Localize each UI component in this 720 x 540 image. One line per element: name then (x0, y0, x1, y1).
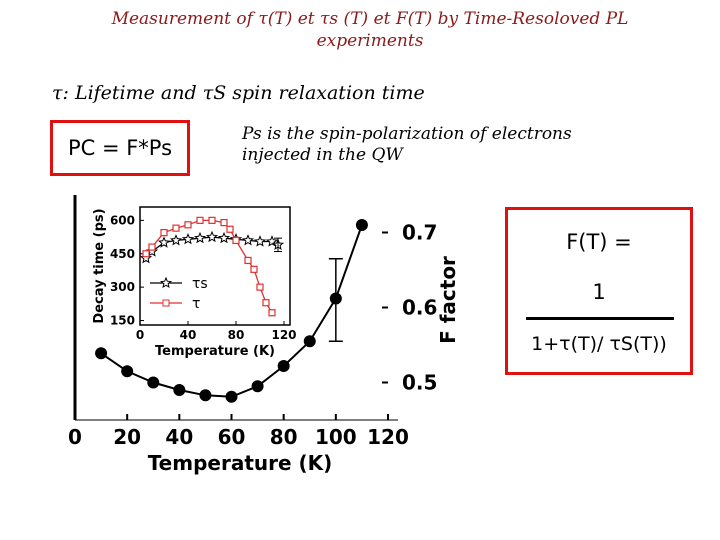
f-formula-box: F(T) = 1 1+τ(T)/ τS(T)) (505, 207, 693, 375)
inset-point-star (217, 231, 231, 244)
inset-point-square (148, 243, 156, 251)
inset-plot: 150 300 450 600 0 40 80 120 Temperature (K) Decay… (92, 206, 297, 359)
f-factor-point (277, 360, 290, 372)
inset-point-star (157, 236, 171, 248)
fraction-bar (526, 317, 674, 320)
f-factor-point (303, 335, 316, 348)
x-tick-label: 80 (270, 425, 298, 449)
inset-point-square (250, 265, 258, 273)
inset-point-square (184, 221, 192, 229)
inset-point-square (208, 216, 216, 224)
f-factor-point (173, 384, 186, 396)
x-tick-label: 0 (68, 425, 82, 449)
x-tick-label: 100 (315, 425, 357, 449)
inset-point-square (268, 309, 276, 317)
legend-marker (162, 299, 170, 307)
x-axis-label: Temperature (K) (148, 451, 333, 475)
x-tick-label: 120 (367, 425, 409, 449)
f-formula-numerator: 1 (592, 280, 606, 304)
f-factor-point (355, 219, 368, 231)
inset-point-square (172, 224, 180, 232)
x-tick-label: 40 (165, 425, 193, 449)
y-tick-label: 0.6 (402, 296, 437, 320)
f-factor-point (147, 376, 160, 389)
x-tick-label: 20 (113, 425, 141, 449)
legend-label: τ (192, 296, 200, 312)
inset-point-square (160, 229, 168, 237)
y-tick-label: 0.7 (402, 221, 437, 245)
f-formula-top: F(T) = (566, 230, 632, 254)
f-factor-point (121, 365, 134, 378)
y-tick-label: 0.5 (402, 371, 437, 395)
f-factor-point (95, 347, 108, 360)
inset-x-tick-label: 0 (136, 328, 144, 342)
y-axis-label: F factor (436, 256, 460, 344)
inset-point-square (220, 218, 228, 227)
inset-x-tick-label: 120 (271, 328, 296, 342)
inset-y-tick-label: 300 (110, 280, 135, 294)
inset-point-square (232, 236, 240, 244)
inset-point-square (244, 256, 252, 265)
main-plot: 0 20 40 60 80 100 120 Temperature (K) 0.5 0.6 0.7 F… (68, 195, 460, 475)
ps-description: Ps is the spin-polarization of electrons… (242, 124, 572, 165)
inset-point-square (196, 216, 204, 224)
pc-formula: PC = F*Ps (67, 136, 173, 160)
inset-point-star (181, 232, 195, 245)
inset-x-tick-label: 40 (180, 328, 197, 342)
slide-title: Measurement of τ(T) et τs (T) et F(T) by… (111, 9, 629, 51)
legend-marker (159, 276, 173, 289)
inset-point-square (256, 283, 264, 291)
inset-point-star (193, 231, 207, 244)
inset-point-star (241, 234, 255, 246)
inset-point-star (139, 251, 153, 264)
f-factor-point (225, 390, 238, 403)
legend-label: τs (192, 276, 208, 292)
x-tick-label: 60 (218, 425, 246, 449)
f-factor-point (199, 389, 212, 402)
inset-y-axis-label: Decay time (ps) (92, 208, 107, 323)
inset-point-square (262, 299, 270, 307)
inset-y-tick-label: 150 (110, 314, 135, 328)
inset-x-tick-label: 80 (228, 328, 245, 342)
f-formula-denominator: 1+τ(T)/ τS(T)) (531, 333, 667, 355)
subtitle-definition: τ: Lifetime and τS spin relaxation time (52, 82, 425, 104)
pc-formula-box: PC = F*Ps (50, 120, 190, 176)
inset-point-star (265, 235, 279, 247)
inset-point-square (226, 225, 234, 233)
inset-point-star (145, 245, 159, 257)
inset-y-tick-label: 450 (110, 247, 135, 261)
f-factor-point (251, 380, 264, 393)
inset-point-star (169, 234, 183, 246)
inset-x-axis-label: Temperature (K) (155, 344, 275, 359)
inset-point-star (253, 235, 267, 247)
inset-point-square (142, 250, 150, 258)
inset-frame (139, 206, 291, 326)
inset-point-star (205, 230, 219, 243)
inset-y-tick-label: 600 (110, 213, 135, 227)
